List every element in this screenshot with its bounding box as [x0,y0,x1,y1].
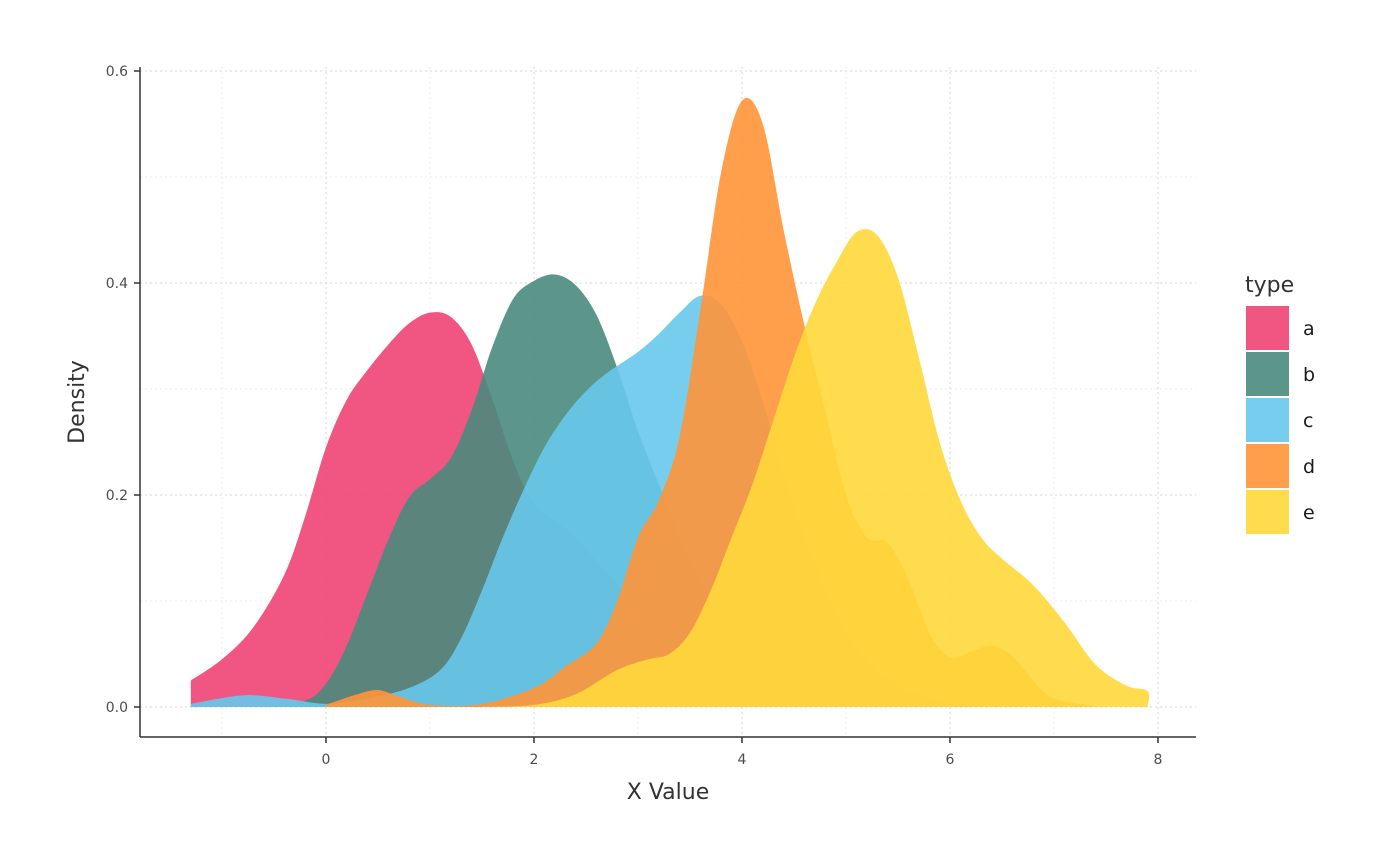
legend-title: type [1245,273,1294,298]
x-tick-label: 4 [738,752,747,768]
legend-label-d: d [1303,456,1315,478]
legend-label-e: e [1303,502,1315,524]
density-area-d [326,97,1096,708]
legend-swatch-c [1246,398,1289,442]
density-area-e [482,228,1150,708]
legend-label-a: a [1303,318,1315,340]
legend-swatch-d [1246,444,1289,488]
y-axis-title: Density [65,360,90,444]
axes: 0 2 4 6 8 0.0 0.2 0.4 0.6 [106,64,1196,768]
legend-swatch-a [1246,306,1289,350]
x-tick-label: 2 [530,752,539,768]
legend-label-c: c [1303,410,1313,432]
x-tick-label: 6 [946,752,955,768]
x-tick-label: 8 [1154,752,1163,768]
legend-swatch-b [1246,352,1289,396]
y-tick-label: 0.0 [106,700,128,716]
y-tick-label: 0.2 [106,488,128,504]
y-tick-label: 0.4 [106,276,128,292]
grid [140,67,1196,737]
legend-swatch-e [1246,490,1289,534]
y-tick-label: 0.6 [106,64,128,80]
legend: type a b c d e [1245,273,1315,534]
x-axis-title: X Value [627,780,709,805]
legend-label-b: b [1303,364,1315,386]
x-tick-label: 0 [322,752,331,768]
density-areas [190,97,1150,708]
